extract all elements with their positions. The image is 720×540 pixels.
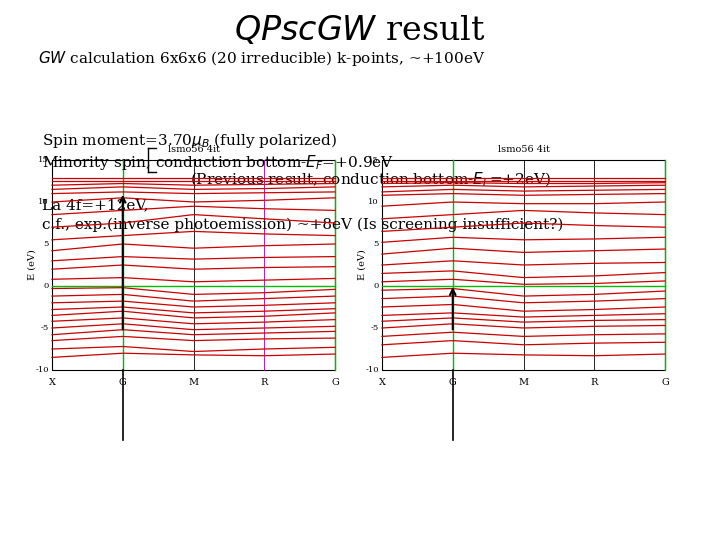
Text: 0: 0: [374, 282, 379, 290]
Text: E (eV): E (eV): [358, 249, 366, 280]
Text: G: G: [119, 378, 127, 387]
Text: La 4f=+12eV,: La 4f=+12eV,: [42, 198, 148, 212]
Text: M: M: [189, 378, 199, 387]
Text: Spin moment=3.70$\mu_B$ (fully polarized): Spin moment=3.70$\mu_B$ (fully polarized…: [42, 131, 337, 150]
Text: R: R: [261, 378, 268, 387]
Text: 10: 10: [369, 198, 379, 206]
Text: 15: 15: [368, 156, 379, 164]
Text: R: R: [590, 378, 598, 387]
Text: 15: 15: [38, 156, 49, 164]
Text: lsmo56 4it: lsmo56 4it: [168, 145, 220, 154]
Bar: [382, 160, 665, 370]
Text: G: G: [449, 378, 456, 387]
Bar: [52, 160, 335, 370]
Text: -5: -5: [371, 324, 379, 332]
Text: G: G: [331, 378, 339, 387]
Text: X: X: [379, 378, 385, 387]
Text: c.f., exp.(inverse photoemission) ~+8eV (Is screening insufficient?): c.f., exp.(inverse photoemission) ~+8eV …: [42, 218, 563, 232]
Text: lsmo56 4it: lsmo56 4it: [498, 145, 549, 154]
Text: M: M: [518, 378, 528, 387]
Text: G: G: [661, 378, 669, 387]
Text: 5: 5: [374, 240, 379, 248]
Text: 0: 0: [44, 282, 49, 290]
Text: -10: -10: [366, 366, 379, 374]
Text: (Previous result, conduction bottom-$E_F$=+2eV): (Previous result, conduction bottom-$E_F…: [190, 171, 551, 189]
Text: X: X: [48, 378, 55, 387]
Text: -10: -10: [35, 366, 49, 374]
Text: 5: 5: [44, 240, 49, 248]
Text: $\mathit{GW}$ calculation 6x6x6 (20 irreducible) k-points, ~+100eV: $\mathit{GW}$ calculation 6x6x6 (20 irre…: [38, 49, 485, 68]
Text: Minority spin, conduction bottom-$E_F$=+0.9eV: Minority spin, conduction bottom-$E_F$=+…: [42, 152, 394, 172]
Text: E (eV): E (eV): [27, 249, 37, 280]
Text: -5: -5: [41, 324, 49, 332]
Text: 10: 10: [38, 198, 49, 206]
Text: $\mathit{QPscGW}$ result: $\mathit{QPscGW}$ result: [234, 14, 486, 46]
